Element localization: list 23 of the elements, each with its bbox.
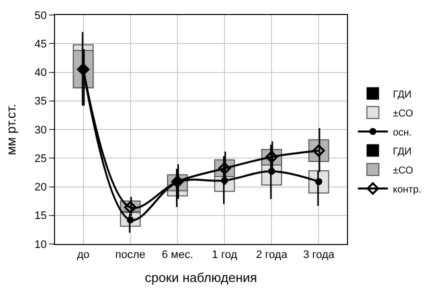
y-tick-label: 40 [34,67,47,80]
y-tick-label: 30 [34,124,47,136]
x-axis-title: сроки наблюдения [144,270,258,285]
x-tick-label: 3 года [303,249,336,262]
y-tick-label: 25 [34,152,47,165]
y-tick-label: 15 [34,210,47,222]
x-tick-label: после [115,249,146,262]
y-tick-label: 20 [34,182,47,194]
x-tick-label: 1 год [212,249,238,262]
legend-label: ГДИ [392,89,412,100]
y-tick-label: 45 [34,38,47,50]
y-tick-label: 35 [34,96,47,108]
y-tick-label: 50 [34,10,47,22]
legend-label: ±СО [392,165,414,176]
legend-label: ±СО [392,108,414,120]
legend-label: ГДИ [392,146,412,158]
x-tick-label: 6 мес. [162,249,194,262]
x-tick-label: до [76,249,90,262]
y-tick-label: 10 [34,238,47,251]
y-axis-title: мм рт.ст. [4,104,18,156]
legend-label: контр. [392,184,422,196]
x-tick-label: 2 года [256,249,288,262]
legend-label: осн. [392,127,412,138]
